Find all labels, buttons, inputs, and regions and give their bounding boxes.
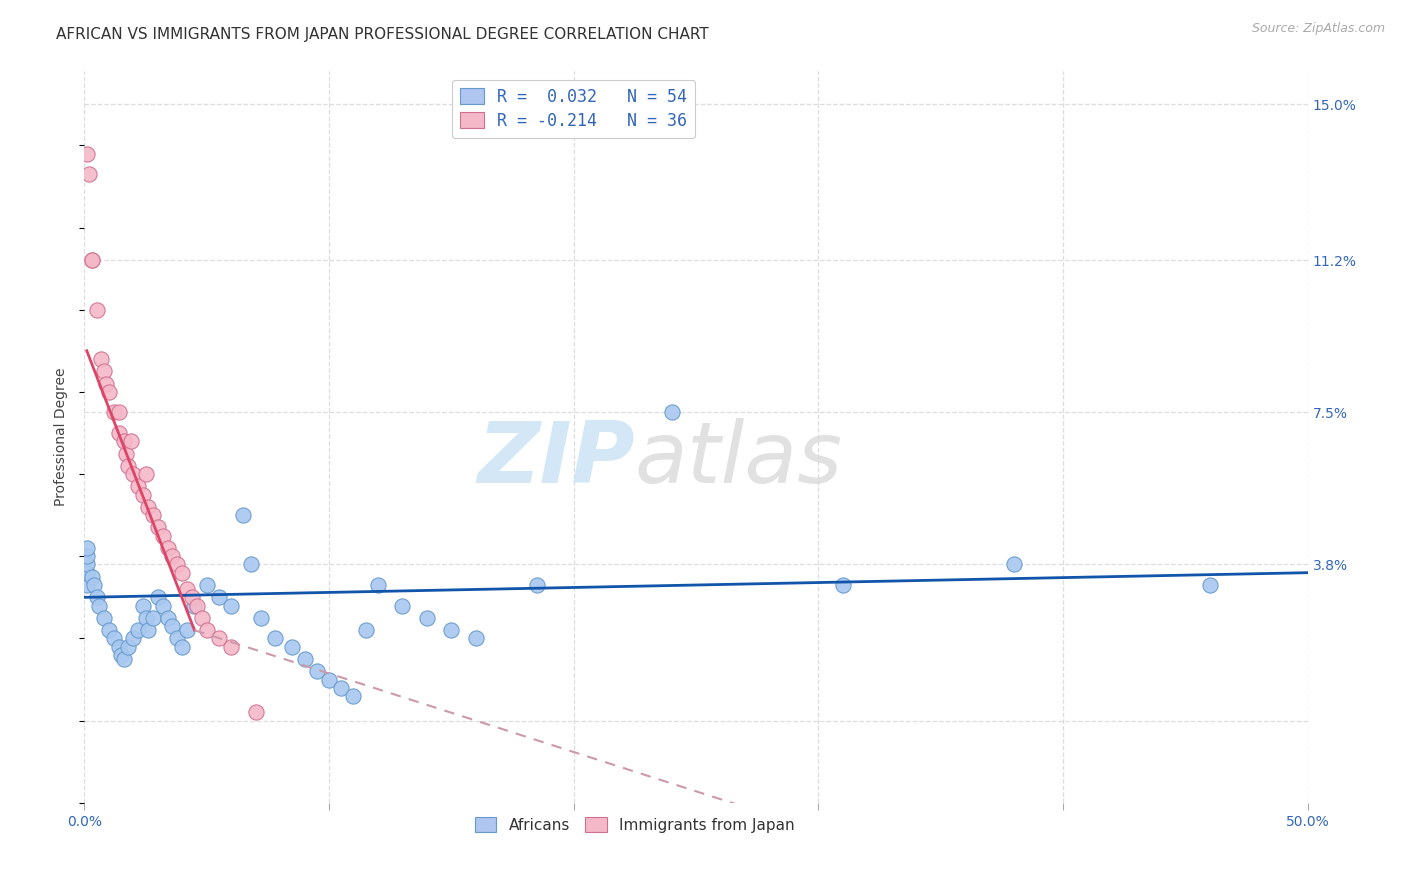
Y-axis label: Professional Degree: Professional Degree: [55, 368, 69, 507]
Point: [440, 624, 463, 638]
Point: [97, 624, 120, 638]
Point: [127, 624, 149, 638]
Point: [146, 591, 169, 605]
Point: [162, 549, 184, 564]
Point: [1198, 578, 1220, 592]
Point: [294, 652, 316, 666]
Point: [156, 541, 179, 555]
Point: [195, 578, 218, 592]
Text: atlas: atlas: [636, 417, 842, 500]
Point: [136, 500, 159, 514]
Point: [76, 541, 98, 555]
Point: [115, 446, 138, 460]
Point: [120, 434, 142, 449]
Point: [661, 405, 683, 419]
Point: [239, 558, 262, 572]
Point: [195, 624, 218, 638]
Point: [110, 648, 132, 662]
Point: [330, 681, 353, 695]
Point: [219, 599, 242, 613]
Point: [172, 640, 194, 654]
Point: [103, 405, 125, 419]
Point: [76, 578, 98, 592]
Point: [127, 479, 149, 493]
Point: [117, 640, 139, 654]
Point: [342, 689, 364, 703]
Point: [132, 599, 155, 613]
Point: [367, 578, 389, 592]
Point: [318, 673, 340, 687]
Point: [86, 591, 108, 605]
Point: [107, 405, 129, 419]
Point: [97, 384, 120, 399]
Point: [176, 582, 198, 596]
Point: [219, 640, 242, 654]
Point: [162, 619, 184, 633]
Point: [107, 425, 129, 440]
Point: [526, 578, 548, 592]
Point: [142, 611, 165, 625]
Text: Source: ZipAtlas.com: Source: ZipAtlas.com: [1251, 22, 1385, 36]
Point: [354, 624, 377, 638]
Point: [132, 487, 155, 501]
Point: [391, 599, 413, 613]
Point: [80, 253, 103, 268]
Text: ZIP: ZIP: [477, 417, 636, 500]
Point: [93, 611, 115, 625]
Point: [172, 566, 194, 580]
Text: AFRICAN VS IMMIGRANTS FROM JAPAN PROFESSIONAL DEGREE CORRELATION CHART: AFRICAN VS IMMIGRANTS FROM JAPAN PROFESS…: [56, 27, 709, 42]
Point: [136, 624, 159, 638]
Point: [232, 508, 254, 523]
Point: [107, 640, 129, 654]
Point: [181, 591, 204, 605]
Point: [76, 549, 98, 564]
Point: [416, 611, 439, 625]
Point: [186, 599, 208, 613]
Legend: Africans, Immigrants from Japan: Africans, Immigrants from Japan: [470, 812, 800, 839]
Point: [103, 632, 125, 646]
Point: [166, 632, 188, 646]
Point: [135, 611, 157, 625]
Point: [264, 632, 287, 646]
Point: [76, 146, 98, 161]
Point: [83, 578, 105, 592]
Point: [76, 558, 98, 572]
Point: [831, 578, 853, 592]
Point: [152, 529, 174, 543]
Point: [87, 599, 110, 613]
Point: [80, 253, 103, 268]
Point: [112, 652, 135, 666]
Point: [305, 665, 328, 679]
Point: [86, 302, 108, 317]
Point: [122, 632, 145, 646]
Point: [93, 364, 115, 378]
Point: [146, 520, 169, 534]
Point: [77, 167, 100, 181]
Point: [183, 599, 205, 613]
Point: [156, 611, 179, 625]
Point: [142, 508, 165, 523]
Point: [208, 591, 231, 605]
Point: [135, 467, 157, 481]
Point: [152, 599, 174, 613]
Point: [1002, 558, 1025, 572]
Point: [281, 640, 304, 654]
Point: [76, 566, 98, 580]
Point: [90, 351, 112, 366]
Point: [208, 632, 231, 646]
Point: [249, 611, 271, 625]
Point: [112, 434, 135, 449]
Point: [464, 632, 486, 646]
Point: [122, 467, 145, 481]
Point: [80, 570, 103, 584]
Point: [166, 558, 188, 572]
Point: [191, 611, 214, 625]
Point: [245, 706, 267, 720]
Point: [117, 458, 139, 473]
Point: [176, 624, 198, 638]
Point: [96, 376, 118, 391]
